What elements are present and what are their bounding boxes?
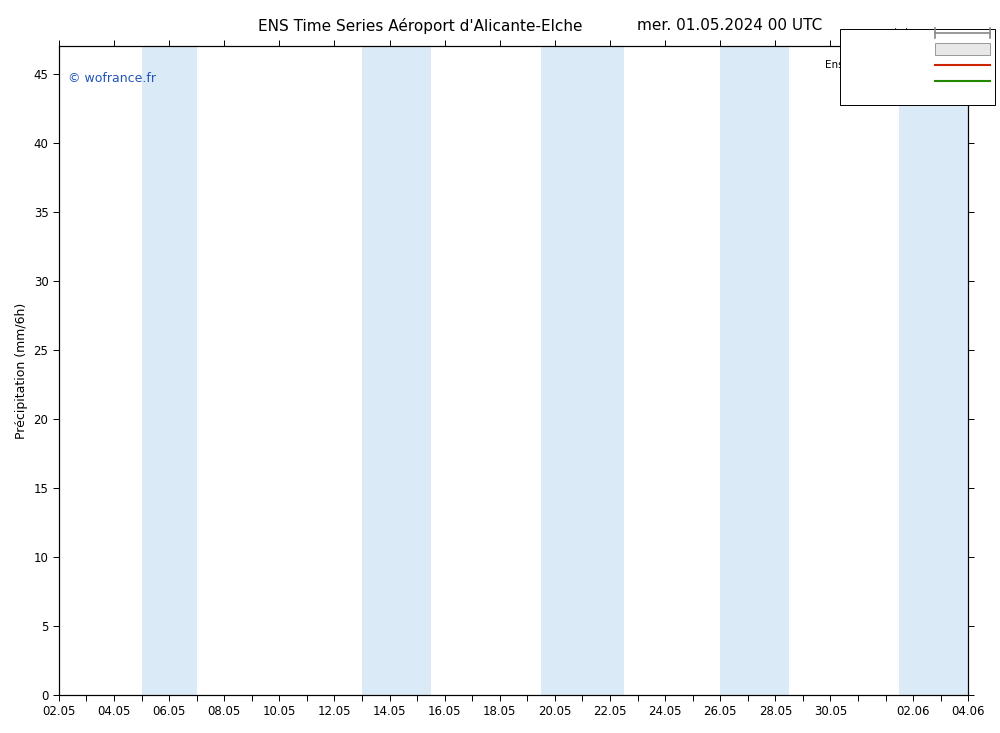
Text: mer. 01.05.2024 00 UTC: mer. 01.05.2024 00 UTC (637, 18, 823, 33)
Bar (362, 46, 431, 695)
Text: ENS Time Series Aéroport d'Alicante-Elche: ENS Time Series Aéroport d'Alicante-Elch… (258, 18, 582, 34)
Text: © wofrance.fr: © wofrance.fr (68, 72, 156, 85)
Y-axis label: Précipitation (mm/6h): Précipitation (mm/6h) (15, 302, 28, 438)
Text: min/max: min/max (884, 28, 930, 38)
Bar (541, 46, 624, 695)
Text: Ensemble mean run: Ensemble mean run (825, 60, 930, 70)
Text: Controll run: Controll run (868, 76, 930, 86)
Bar (142, 46, 197, 695)
Text: acute;cart type: acute;cart type (850, 44, 930, 54)
Bar (720, 46, 789, 695)
Bar (899, 46, 968, 695)
